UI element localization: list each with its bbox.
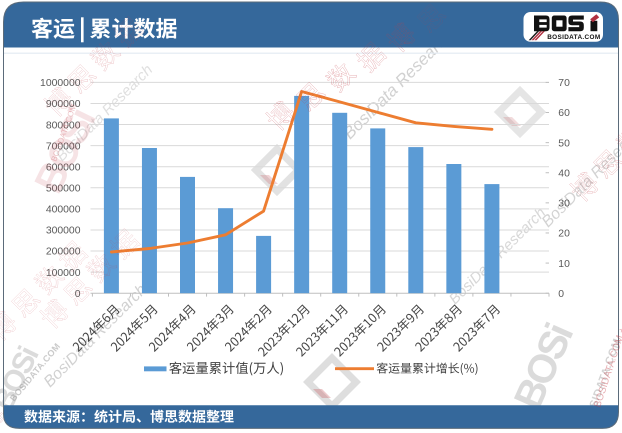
svg-text:300000: 300000 <box>46 226 81 237</box>
svg-text:BosiData Research: BosiData Research <box>539 121 622 231</box>
svg-text:800000: 800000 <box>46 120 81 131</box>
svg-text:1000000: 1000000 <box>40 78 81 89</box>
svg-text:500000: 500000 <box>46 184 81 195</box>
svg-text:30: 30 <box>558 199 570 210</box>
svg-text:10: 10 <box>558 259 570 270</box>
svg-text:50: 50 <box>558 138 570 149</box>
svg-text:60: 60 <box>558 108 570 119</box>
svg-text:20: 20 <box>558 229 570 240</box>
svg-text:BOSIDATA.COM: BOSIDATA.COM <box>547 34 600 41</box>
svg-text:BosiData Research: BosiData Research <box>41 281 151 391</box>
svg-text:700000: 700000 <box>46 141 81 152</box>
svg-text:100000: 100000 <box>46 268 81 279</box>
svg-text:40: 40 <box>558 168 570 179</box>
svg-text:0: 0 <box>558 289 564 300</box>
svg-text:70: 70 <box>558 78 570 89</box>
svg-text:200000: 200000 <box>46 247 81 258</box>
svg-text:BOSi: BOSi <box>506 319 581 416</box>
svg-text:600000: 600000 <box>46 162 81 173</box>
svg-text:BOSIDATA.COM +: BOSIDATA.COM + <box>592 326 622 409</box>
svg-text:400000: 400000 <box>46 205 81 216</box>
